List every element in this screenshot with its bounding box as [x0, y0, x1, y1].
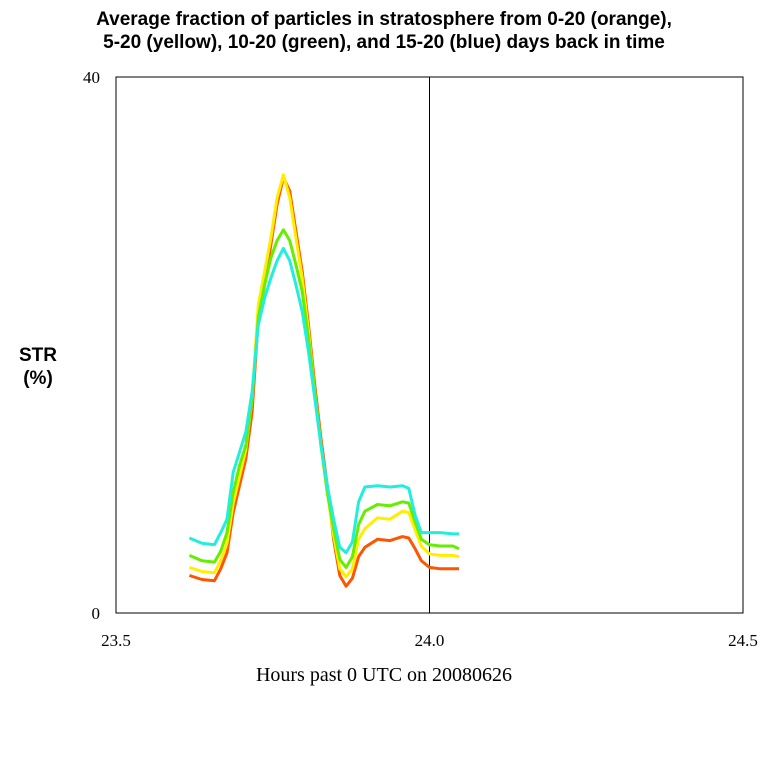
chart-title: Average fraction of particles in stratos… [0, 8, 768, 54]
x-tick-label: 23.5 [101, 631, 131, 650]
chart-title-line-1: Average fraction of particles in stratos… [96, 9, 672, 30]
series-line-3 [188, 247, 459, 555]
y-axis-label-line-2: (%) [23, 368, 53, 389]
y-tick-label: 0 [92, 604, 101, 623]
x-axis-label: Hours past 0 UTC on 20080626 [255, 664, 513, 686]
series-line-2 [188, 228, 460, 569]
series-layer [188, 173, 460, 588]
y-tick-label: 40 [83, 68, 100, 87]
chart-title-line-2: 5-20 (yellow), 10-20 (green), and 15-20 … [103, 32, 665, 53]
tick-label-layer: 23.5 24.0 24.5 0 40 [83, 68, 758, 650]
y-axis-label-line-1: STR [19, 345, 57, 366]
x-tick-label: 24.0 [415, 631, 445, 650]
y-axis-label: STR (%) [6, 344, 70, 390]
x-tick-label: 24.5 [728, 631, 758, 650]
